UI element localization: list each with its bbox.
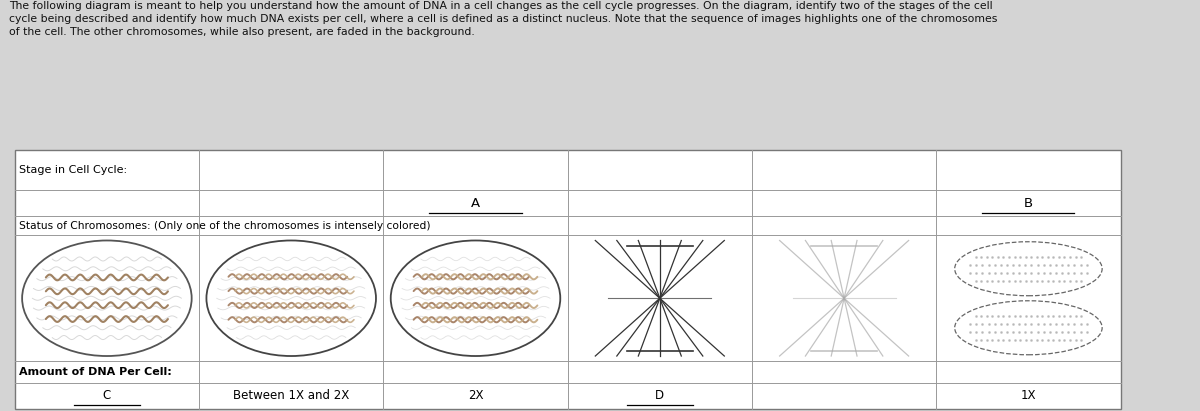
Text: D: D bbox=[655, 390, 665, 402]
Text: Status of Chromosomes: (Only one of the chromosomes is intensely colored): Status of Chromosomes: (Only one of the … bbox=[19, 221, 431, 231]
Text: 2X: 2X bbox=[468, 390, 484, 402]
Text: B: B bbox=[1024, 196, 1033, 210]
Text: Stage in Cell Cycle:: Stage in Cell Cycle: bbox=[19, 165, 127, 175]
Text: A: A bbox=[470, 196, 480, 210]
Bar bbox=[14, 150, 1121, 409]
Ellipse shape bbox=[206, 240, 376, 356]
Ellipse shape bbox=[22, 240, 192, 356]
Text: Amount of DNA Per Cell:: Amount of DNA Per Cell: bbox=[19, 367, 172, 377]
Text: 1X: 1X bbox=[1021, 390, 1036, 402]
Text: Between 1X and 2X: Between 1X and 2X bbox=[233, 390, 349, 402]
Ellipse shape bbox=[391, 240, 560, 356]
Text: The following diagram is meant to help you understand how the amount of DNA in a: The following diagram is meant to help y… bbox=[10, 1, 997, 37]
Text: C: C bbox=[103, 390, 112, 402]
Ellipse shape bbox=[955, 242, 1102, 296]
Ellipse shape bbox=[955, 301, 1102, 355]
